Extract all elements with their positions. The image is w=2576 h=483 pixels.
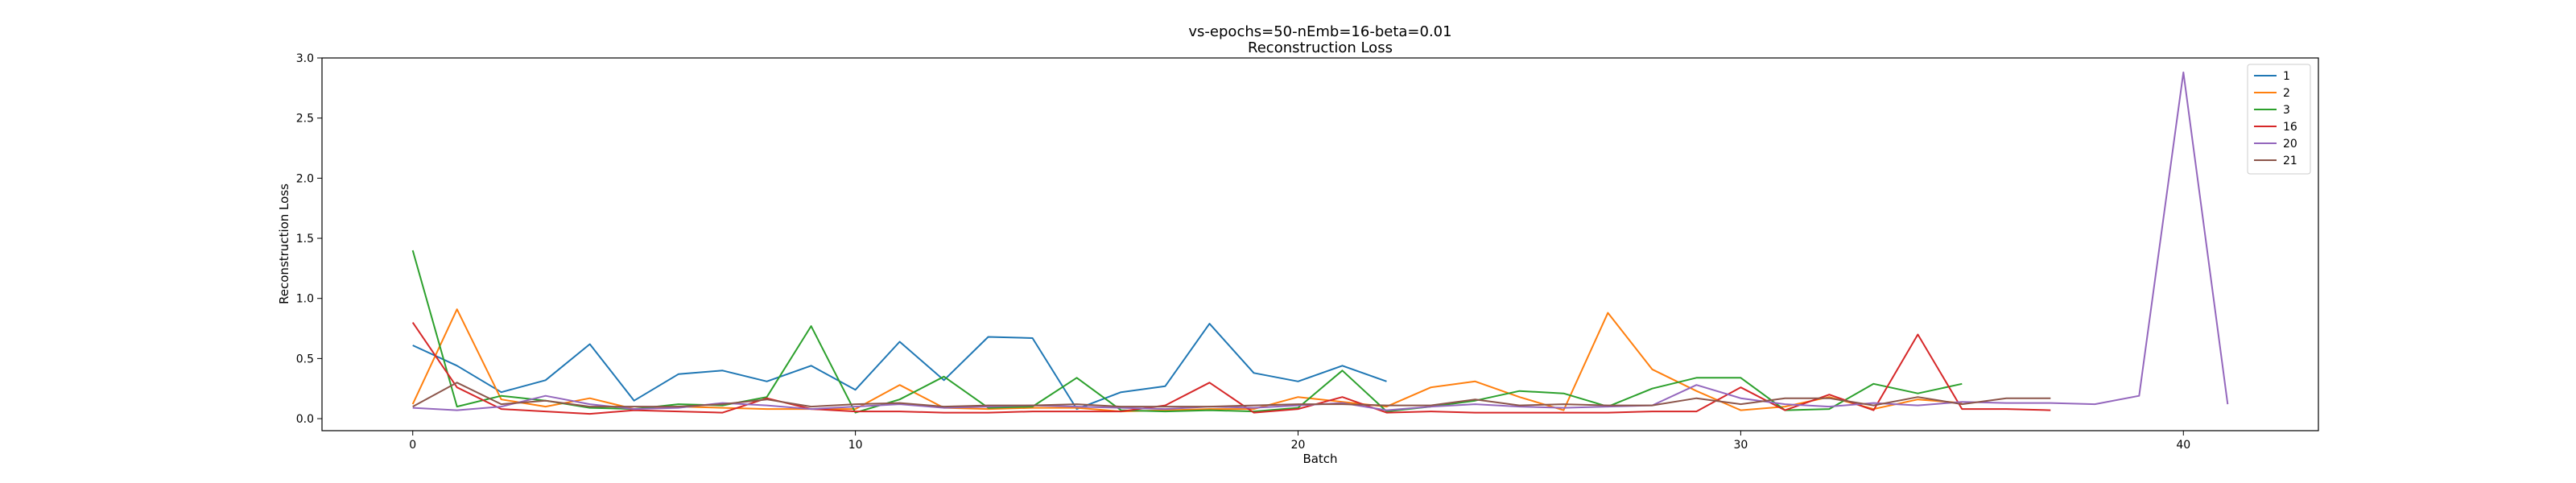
y-axis-ticks: 0.0 0.5 1.0 1.5 2.0 2.5 3.0 — [296, 52, 322, 426]
chart-subtitle: Reconstruction Loss — [1248, 39, 1393, 56]
series-line-3 — [411, 250, 1963, 414]
legend-label-21: 21 — [2283, 155, 2297, 167]
x-tick-label: 40 — [2176, 439, 2190, 452]
x-tick-label: 30 — [1733, 439, 1748, 452]
y-axis-label: Reconstruction Loss — [277, 184, 291, 304]
legend-label-1: 1 — [2283, 70, 2290, 83]
legend-label-2: 2 — [2283, 87, 2290, 100]
y-tick-label: 1.0 — [296, 293, 314, 306]
y-tick-label: 0.0 — [296, 413, 314, 426]
legend-label-3: 3 — [2283, 104, 2290, 117]
x-tick-label: 20 — [1291, 439, 1306, 452]
series-line-1 — [412, 323, 1387, 411]
x-axis-label: Batch — [1302, 452, 1337, 466]
legend-label-20: 20 — [2283, 138, 2297, 151]
x-tick-label: 0 — [409, 439, 416, 452]
series-line-16 — [411, 322, 2051, 415]
legend: 1 2 3 16 20 21 — [2247, 64, 2311, 175]
y-tick-label: 3.0 — [296, 52, 314, 65]
x-axis-ticks: 0 10 20 30 40 — [409, 431, 2190, 452]
chart-title: vs-epochs=50-nEmb=16-beta=0.01 — [1188, 23, 1451, 40]
plot-frame — [321, 57, 2319, 431]
y-tick-label: 2.5 — [296, 113, 314, 126]
y-tick-label: 0.5 — [296, 353, 314, 365]
legend-label-16: 16 — [2283, 121, 2297, 134]
legend-box — [2247, 64, 2311, 175]
y-tick-label: 1.5 — [296, 233, 314, 246]
y-tick-label: 2.0 — [296, 172, 314, 185]
plot-area — [411, 71, 2229, 415]
series-line-21 — [412, 382, 2051, 408]
x-tick-label: 10 — [848, 439, 863, 452]
